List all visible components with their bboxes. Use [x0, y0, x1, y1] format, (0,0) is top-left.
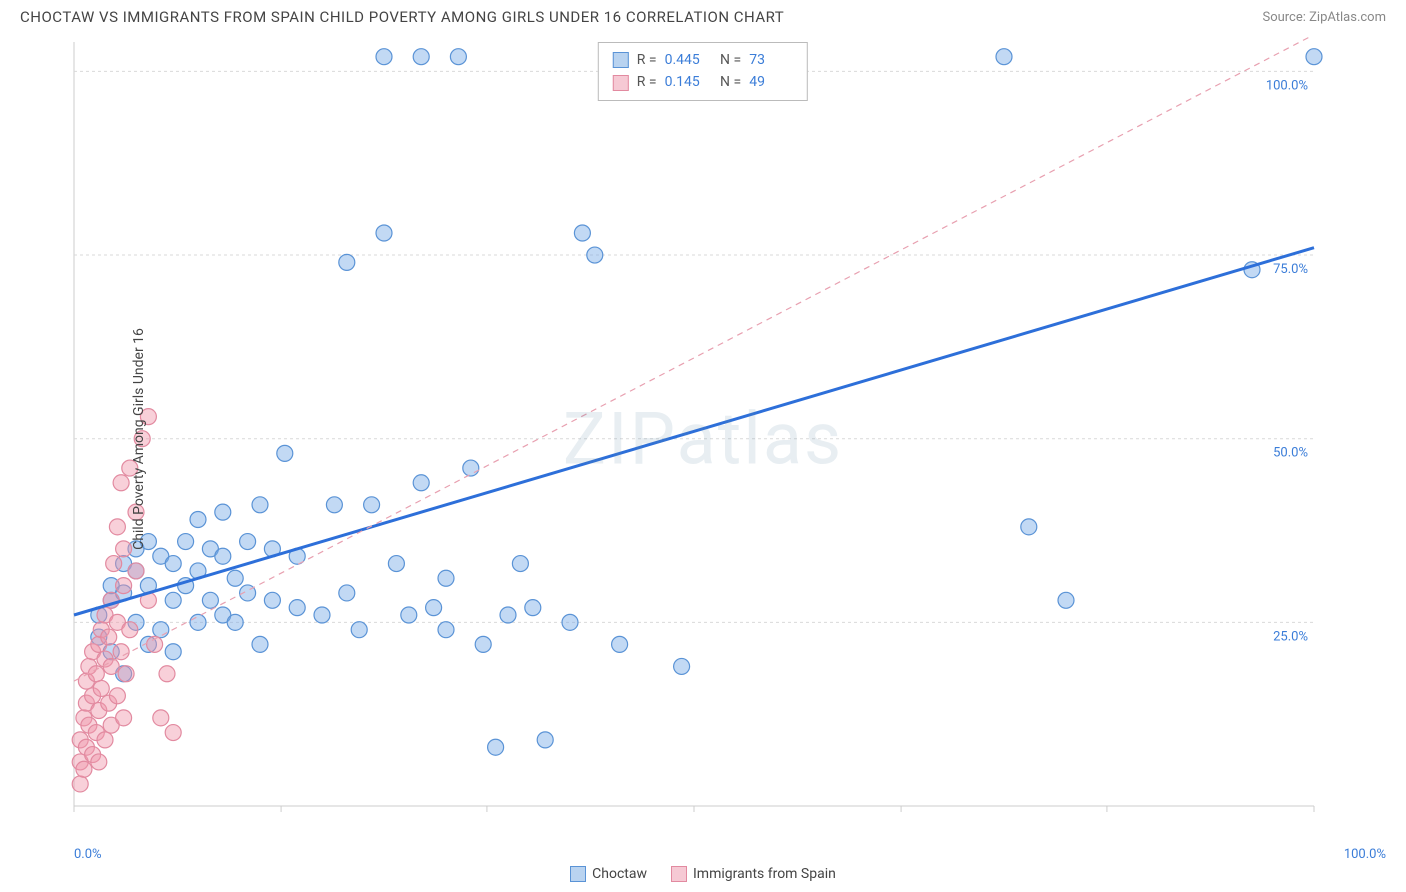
legend-swatch: [570, 866, 586, 882]
correlation-legend: R = 0.445 N = 73 R = 0.145 N = 49: [598, 42, 808, 101]
series-legend: Choctaw Immigrants from Spain: [0, 866, 1406, 882]
chart-area: Child Poverty Among Girls Under 16 25.0%…: [20, 36, 1386, 842]
svg-text:50.0%: 50.0%: [1273, 446, 1308, 461]
legend-item: Choctaw: [570, 866, 647, 882]
chart-title: CHOCTAW VS IMMIGRANTS FROM SPAIN CHILD P…: [20, 8, 784, 26]
scatter-chart: 25.0% 50.0% 75.0% 100.0%: [20, 36, 1330, 826]
svg-text:25.0%: 25.0%: [1273, 629, 1308, 644]
r-value: 0.145: [665, 71, 709, 93]
n-value: 73: [749, 49, 793, 71]
header: CHOCTAW VS IMMIGRANTS FROM SPAIN CHILD P…: [0, 0, 1406, 30]
legend-stat-row: R = 0.445 N = 73: [613, 49, 793, 71]
source-label: Source: ZipAtlas.com: [1262, 10, 1386, 25]
r-label: R =: [637, 49, 657, 71]
legend-label: Immigrants from Spain: [693, 866, 836, 882]
legend-item: Immigrants from Spain: [671, 866, 836, 882]
n-label: N =: [717, 49, 742, 71]
legend-label: Choctaw: [592, 866, 647, 882]
legend-swatch: [613, 52, 629, 68]
svg-text:100.0%: 100.0%: [1266, 78, 1308, 93]
n-label: N =: [717, 71, 742, 93]
r-value: 0.445: [665, 49, 709, 71]
legend-swatch: [671, 866, 687, 882]
r-label: R =: [637, 71, 657, 93]
x-axis-labels: 0.0% 100.0%: [74, 847, 1386, 862]
n-value: 49: [749, 71, 793, 93]
svg-text:75.0%: 75.0%: [1273, 262, 1308, 277]
legend-swatch: [613, 75, 629, 91]
y-axis-label: Child Poverty Among Girls Under 16: [131, 328, 147, 550]
legend-stat-row: R = 0.145 N = 49: [613, 71, 793, 93]
x-max-label: 100.0%: [1344, 847, 1386, 862]
x-min-label: 0.0%: [74, 847, 102, 862]
